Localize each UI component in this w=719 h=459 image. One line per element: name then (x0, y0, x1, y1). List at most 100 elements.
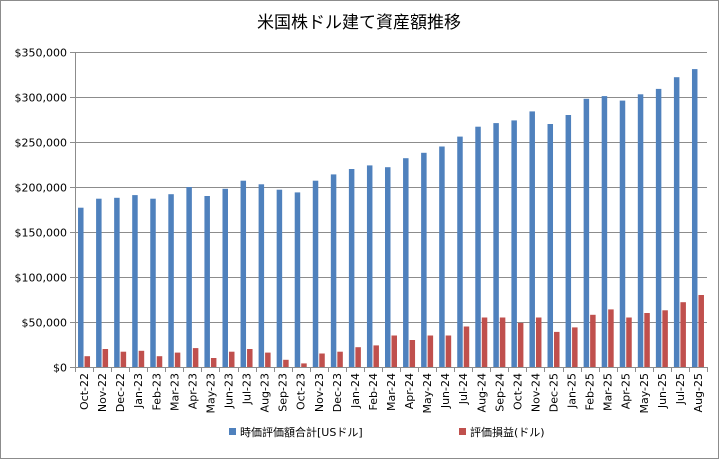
x-tick-label: Mar-24 (385, 373, 398, 411)
bar-unrealized-gain (192, 348, 199, 367)
bar-unrealized-gain (138, 350, 145, 367)
y-axis-ticks: $0 $50,000 $100,000 $150,000 $200,000 $250,00… (15, 47, 75, 375)
x-tick-label: Jun-24 (439, 373, 452, 409)
bar-unrealized-gain (554, 331, 560, 367)
bar-unrealized-gain (319, 353, 325, 367)
bar-unrealized-gain (481, 317, 488, 367)
bar-market-value (78, 207, 84, 367)
legend-swatch (459, 428, 466, 435)
bar-market-value (312, 180, 319, 367)
bar-unrealized-gain (608, 309, 614, 367)
x-tick-label: Feb-24 (367, 373, 380, 410)
bar-market-value (583, 98, 590, 368)
bar-market-value (637, 94, 644, 368)
bar-unrealized-gain (265, 352, 271, 367)
bar-unrealized-gain (662, 310, 668, 367)
bar-unrealized-gain (499, 317, 506, 367)
bar-market-value (204, 196, 210, 367)
bar-market-value (132, 195, 138, 367)
bar-market-value (601, 96, 608, 367)
x-tick-label: Dec-22 (114, 373, 127, 412)
x-tick-label: Apr-23 (186, 373, 199, 409)
bar-unrealized-gain (283, 359, 289, 367)
bar-market-value (619, 100, 626, 367)
bar-unrealized-gain (409, 340, 416, 367)
y-tick-label: $200,000 (15, 182, 68, 195)
bar-unrealized-gain (626, 317, 632, 367)
bar-market-value (240, 180, 247, 367)
bar-unrealized-gain (355, 347, 361, 367)
bar-market-value (186, 187, 192, 367)
bar-market-value (168, 194, 174, 367)
bar-unrealized-gain (373, 345, 379, 367)
bar-unrealized-gain (391, 335, 397, 367)
bar-unrealized-gain (102, 349, 109, 367)
bar-market-value (294, 192, 301, 367)
bar-unrealized-gain (156, 356, 163, 367)
bar-market-value (150, 198, 156, 367)
x-tick-label: May-24 (421, 373, 434, 414)
x-tick-label: May-25 (638, 373, 651, 414)
bar-market-value (475, 126, 481, 367)
x-tick-label: Jan-23 (132, 373, 145, 409)
bar-market-value (96, 198, 102, 367)
x-tick-label: Sep-24 (493, 373, 506, 412)
y-tick-label: $100,000 (15, 272, 68, 285)
bar-unrealized-gain (698, 295, 704, 367)
bar-market-value (114, 197, 120, 367)
x-tick-label: May-23 (204, 373, 217, 414)
legend: 時価評価額合計[USドル] 評価損益(ドル) (229, 425, 545, 439)
bar-unrealized-gain (680, 302, 686, 367)
legend-label: 時価評価額合計[USドル] (240, 425, 363, 439)
x-tick-label: Jul-24 (457, 373, 470, 405)
bar-market-value (330, 174, 337, 367)
bar-unrealized-gain (445, 335, 452, 367)
bar-market-value (673, 77, 680, 367)
axes (75, 52, 707, 368)
bar-market-value (421, 152, 427, 367)
y-tick-label: $250,000 (15, 137, 68, 150)
bar-market-value (457, 136, 463, 367)
x-tick-label: Dec-23 (331, 373, 344, 412)
bar-market-value (493, 123, 499, 367)
bar-market-value (222, 188, 228, 367)
bar-market-value (366, 165, 373, 367)
gridlines (75, 52, 707, 323)
x-tick-label: Feb-25 (584, 373, 597, 410)
x-tick-label: Aug-23 (259, 373, 272, 412)
chart-title: 米国株ドル建て資産額推移 (257, 13, 461, 33)
x-tick-label: Aug-25 (692, 373, 705, 412)
y-tick-label: $0 (53, 362, 67, 375)
x-tick-label: Sep-23 (277, 373, 290, 412)
bar-unrealized-gain (572, 327, 578, 367)
x-tick-label: Apr-25 (620, 373, 633, 409)
legend-swatch (229, 428, 236, 435)
bar-unrealized-gain (228, 351, 235, 367)
legend-label: 評価損益(ドル) (470, 425, 545, 439)
bar-market-value (348, 169, 355, 367)
bar-market-value (511, 120, 517, 368)
bar-market-value (547, 124, 554, 367)
bar-unrealized-gain (120, 351, 127, 367)
y-tick-label: $350,000 (15, 47, 68, 60)
bar-market-value (655, 88, 662, 368)
bar-market-value (385, 167, 391, 367)
x-tick-label: Oct-23 (295, 373, 308, 410)
bar-unrealized-gain (517, 322, 524, 367)
bar-unrealized-gain (84, 356, 91, 367)
bar-market-value (276, 189, 283, 367)
x-tick-label: Dec-25 (548, 373, 561, 412)
x-tick-label: Jul-23 (241, 373, 254, 405)
x-tick-label: Mar-23 (168, 373, 181, 411)
bars (78, 69, 704, 368)
x-tick-label: Mar-25 (602, 373, 615, 411)
x-tick-label: Jan-25 (566, 373, 579, 409)
bar-unrealized-gain (535, 317, 542, 367)
bar-unrealized-gain (427, 335, 434, 367)
x-tick-label: Feb-23 (150, 373, 163, 410)
bar-unrealized-gain (174, 352, 181, 367)
y-tick-label: $50,000 (22, 317, 68, 330)
bar-market-value (565, 115, 572, 367)
x-tick-label: Jul-25 (674, 373, 687, 405)
